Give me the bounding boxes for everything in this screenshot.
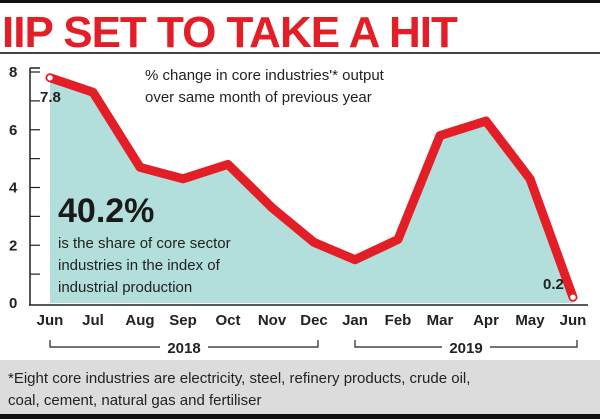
footnote-line-1: *Eight core industries are electricity, … — [8, 370, 470, 387]
x-tick-label: Apr — [473, 312, 499, 329]
plot-area: 0 2 4 6 8 7.8 0.2 Jun Jul Aug Sep Oct Nov Dec Jan Feb Ma… — [9, 64, 588, 357]
y-tick-label: 8 — [9, 64, 17, 81]
x-tick-label: Jun — [560, 312, 587, 329]
bottom-rule — [0, 414, 600, 419]
y-tick-label: 6 — [9, 122, 17, 139]
subtitle-line-2: over same month of previous year — [145, 89, 372, 106]
callout-line-1: is the share of core sector — [58, 235, 231, 252]
x-tick-label: Mar — [427, 312, 454, 329]
callout-value: 40.2% — [58, 192, 154, 230]
subtitle-line-1: % change in core industries'* output — [145, 67, 385, 84]
x-tick-label: Oct — [215, 312, 240, 329]
x-tick-label: May — [515, 312, 545, 329]
year-bracket — [49, 340, 319, 348]
callout-line-3: industrial production — [58, 279, 192, 296]
callout-line-2: industries in the index of — [58, 257, 221, 274]
title-rule — [0, 52, 600, 54]
area-fill — [50, 77, 573, 304]
year-label: 2018 — [167, 340, 200, 357]
x-tick-label: Feb — [385, 312, 412, 329]
data-point-marker — [568, 292, 578, 302]
x-tick-label: Aug — [125, 312, 154, 329]
year-bracket — [354, 340, 578, 348]
y-tick-label: 4 — [9, 180, 18, 197]
x-tick-label: Jun — [37, 312, 64, 329]
x-tick-label: Jan — [342, 312, 368, 329]
y-tick-label: 2 — [9, 237, 17, 254]
footnote-line-2: coal, cement, natural gas and fertiliser — [8, 392, 261, 409]
x-tick-label: Sep — [169, 312, 197, 329]
y-tick-label: 0 — [9, 295, 17, 312]
x-tick-label: Jul — [82, 312, 104, 329]
headline: IIP SET TO TAKE A HIT — [2, 8, 458, 57]
data-point-marker — [45, 73, 55, 83]
top-rule — [0, 0, 600, 3]
x-tick-label: Dec — [300, 312, 328, 329]
data-label: 7.8 — [40, 89, 61, 106]
x-tick-label: Nov — [258, 312, 287, 329]
year-label: 2019 — [449, 340, 482, 357]
footnote-box — [0, 360, 600, 414]
data-label: 0.2 — [543, 276, 564, 293]
